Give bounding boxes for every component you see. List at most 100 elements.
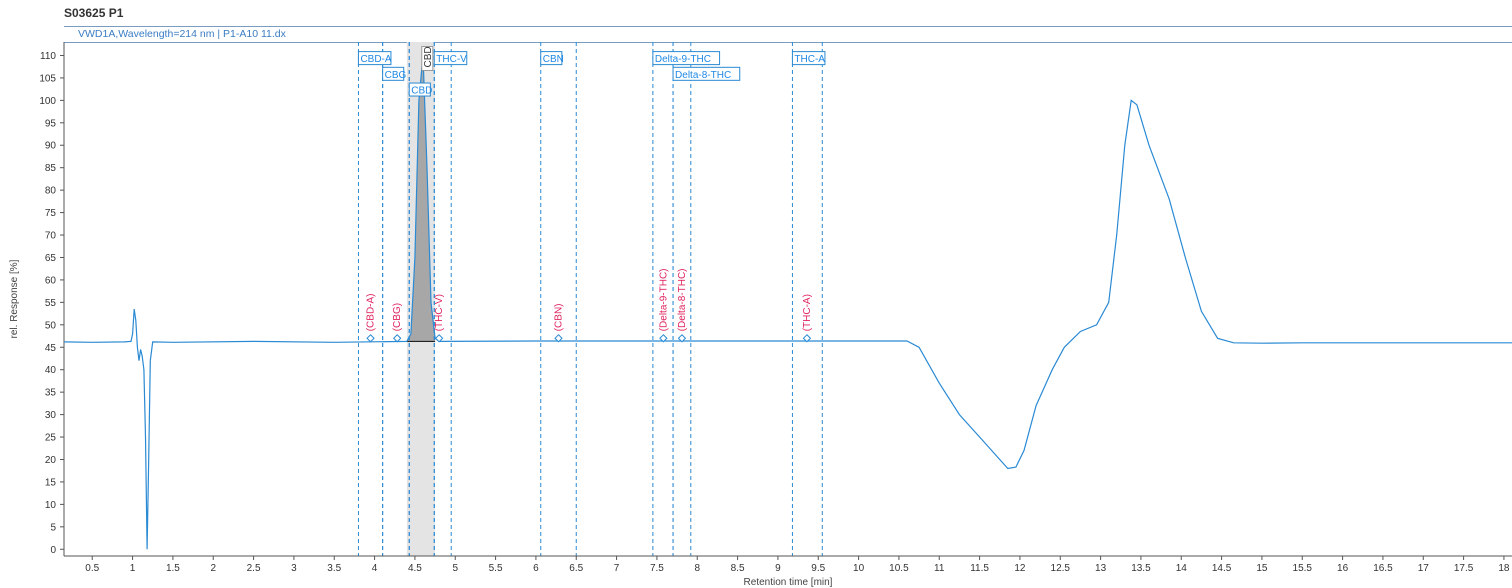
x-tick-label: 10.5 <box>889 563 909 574</box>
expected-rt-marker <box>392 334 402 343</box>
x-tick-label: 16 <box>1337 563 1349 574</box>
y-tick-label: 80 <box>45 186 57 197</box>
expected-rt-marker <box>366 334 375 343</box>
expected-rt-label: (THC-A) <box>802 294 813 331</box>
peak-apex-label: CBD <box>423 46 434 67</box>
x-tick-label: 4 <box>372 563 378 574</box>
x-tick-label: 15 <box>1256 563 1268 574</box>
x-tick-label: 10 <box>853 563 865 574</box>
y-tick-label: 55 <box>45 298 57 309</box>
y-tick-label: 70 <box>45 231 57 242</box>
expected-rt-marker <box>434 334 444 343</box>
x-tick-label: 8 <box>694 563 700 574</box>
y-tick-label: 5 <box>50 522 56 533</box>
y-tick-label: 35 <box>45 388 57 399</box>
y-tick-label: 20 <box>45 455 57 466</box>
y-tick-label: 0 <box>50 545 56 556</box>
expected-rt-marker <box>802 334 812 343</box>
expected-rt-label: (CBD-A) <box>366 293 377 331</box>
x-axis-label: Retention time [min] <box>744 577 833 588</box>
expected-rt-label: (CBG) <box>392 303 403 331</box>
y-tick-label: 65 <box>45 253 57 264</box>
series-layer <box>63 55 1512 550</box>
peak-label: THC-V <box>436 54 467 65</box>
x-tick-label: 13 <box>1095 563 1107 574</box>
x-tick-label: 7.5 <box>650 563 664 574</box>
y-tick-label: 100 <box>39 96 56 107</box>
peak-label-box <box>382 66 405 81</box>
x-tick-label: 2.5 <box>247 563 261 574</box>
x-tick-label: 6.5 <box>569 563 583 574</box>
y-tick-label: 95 <box>45 118 57 129</box>
y-tick-label: 75 <box>45 208 57 219</box>
peak-label-box <box>408 82 431 97</box>
y-tick-label: 15 <box>45 477 57 488</box>
x-tick-label: 18 <box>1498 563 1510 574</box>
peak-label-box <box>672 66 741 81</box>
x-tick-label: 0.5 <box>85 563 99 574</box>
peak-label-box <box>540 51 563 66</box>
x-tick-label: 7 <box>614 563 620 574</box>
y-tick-label: 45 <box>45 343 57 354</box>
chart-title: S03625 P1 <box>64 6 124 20</box>
x-tick-label: 12.5 <box>1051 563 1071 574</box>
peak-label: CBD <box>411 86 432 97</box>
x-tick-label: 8.5 <box>731 563 745 574</box>
expected-rt-label: (Delta-8-THC) <box>677 268 688 331</box>
peak-label: THC-A <box>794 54 825 65</box>
y-tick-label: 85 <box>45 163 57 174</box>
peak-label-box <box>357 51 392 66</box>
x-tick-label: 11.5 <box>970 563 989 574</box>
peak-label: CBN <box>543 54 564 65</box>
peak-label-box <box>791 51 826 66</box>
expected-rt-label: (THC-V) <box>434 294 445 331</box>
x-tick-label: 17.5 <box>1454 563 1474 574</box>
x-tick-label: 3.5 <box>327 563 341 574</box>
expected-rt-marker <box>659 334 668 343</box>
y-tick-label: 10 <box>45 500 57 511</box>
expected-rt-marker <box>554 334 563 343</box>
x-tick-label: 4.5 <box>408 563 422 574</box>
x-tick-label: 1 <box>130 563 136 574</box>
peak-label-box <box>433 51 468 66</box>
integrated-peak-area <box>406 55 436 342</box>
y-tick-label: 60 <box>45 275 57 286</box>
x-tick-label: 1.5 <box>166 563 180 574</box>
peak-label: Delta-9-THC <box>655 54 711 65</box>
x-tick-label: 17 <box>1418 563 1430 574</box>
x-tick-label: 2 <box>210 563 216 574</box>
x-tick-label: 9.5 <box>811 563 825 574</box>
peak-label-box <box>652 51 721 66</box>
x-tick-label: 16.5 <box>1373 563 1393 574</box>
expected-markers-layer: (CBD-A) (CBG) (THC-V) (CBN) (Delta-9-THC) (De… <box>366 268 813 343</box>
y-tick-label: 25 <box>45 433 57 444</box>
x-tick-label: 14 <box>1176 563 1188 574</box>
x-tick-label: 5 <box>452 563 458 574</box>
x-tick-label: 12 <box>1014 563 1026 574</box>
y-tick-label: 50 <box>45 320 57 331</box>
y-tick-label: 40 <box>45 365 57 376</box>
trace-subtitle: VWD1A,Wavelength=214 nm | P1-A10 11.dx <box>78 28 286 40</box>
x-tick-label: 14.5 <box>1212 563 1232 574</box>
x-tick-label: 13.5 <box>1131 563 1151 574</box>
axes-layer: 0510152025303540455055606570758085909510… <box>39 42 1512 574</box>
y-tick-label: 90 <box>45 141 57 152</box>
expected-rt-marker <box>677 334 687 343</box>
peak-label: CBD-A <box>360 54 391 65</box>
expected-rt-label: (Delta-9-THC) <box>658 268 669 331</box>
peak-label: Delta-8-THC <box>675 70 731 81</box>
x-tick-label: 9 <box>775 563 781 574</box>
peak-apex-label-box <box>421 46 434 71</box>
expected-rt-label: (CBN) <box>553 303 564 331</box>
x-tick-label: 6 <box>533 563 539 574</box>
y-tick-label: 30 <box>45 410 57 421</box>
y-axis-label: rel. Response [%] <box>9 259 20 338</box>
y-tick-label: 110 <box>40 51 56 62</box>
y-tick-label: 105 <box>39 73 56 84</box>
signal-trace <box>63 55 1512 550</box>
x-tick-label: 11 <box>934 563 945 574</box>
x-tick-label: 5.5 <box>489 563 503 574</box>
peak-windows-layer <box>357 42 823 556</box>
